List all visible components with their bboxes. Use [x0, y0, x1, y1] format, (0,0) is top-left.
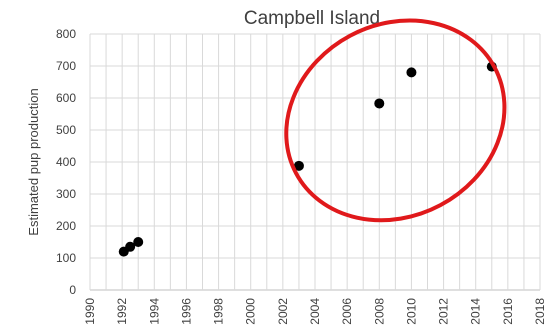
y-tick-label-0: 0 [69, 283, 76, 297]
tick-labels: 0 100 200 300 400 500 600 700 800 1990 1992 1994 199… [56, 27, 547, 325]
x-tick-label-2008: 2008 [372, 298, 386, 325]
y-tick-label-300: 300 [56, 187, 76, 201]
x-tick-label-2018: 2018 [533, 298, 547, 325]
data-point-1993-150 [133, 237, 144, 247]
x-tick-label-2002: 2002 [276, 298, 290, 325]
y-tick-label-200: 200 [56, 219, 76, 233]
x-tick-label-1996: 1996 [179, 298, 193, 325]
x-tick-label-2004: 2004 [308, 298, 322, 325]
y-tick-label-100: 100 [56, 251, 76, 265]
data-point-2010-680 [406, 67, 417, 78]
y-tick-label-600: 600 [56, 91, 76, 105]
data-point-1992.5-135 [125, 241, 136, 252]
x-tick-label-2016: 2016 [501, 298, 515, 325]
y-axis-label: Estimated pup production [26, 88, 41, 235]
x-tick-label-1990: 1990 [83, 298, 97, 325]
x-tick-label-1992: 1992 [115, 298, 129, 325]
data-point-2008-583 [374, 98, 385, 109]
x-tick-label-2014: 2014 [469, 298, 483, 325]
x-tick-label-2006: 2006 [340, 298, 354, 325]
data-series [118, 61, 497, 257]
x-tick-label-2010: 2010 [404, 298, 418, 325]
x-tick-label-2000: 2000 [244, 298, 258, 325]
y-tick-label-500: 500 [56, 123, 76, 137]
chart-title: Campbell Island [244, 8, 380, 29]
y-tick-label-800: 800 [56, 27, 76, 41]
annotations [284, 18, 507, 223]
y-tick-label-700: 700 [56, 59, 76, 73]
grid [89, 33, 541, 291]
x-tick-label-1998: 1998 [212, 298, 226, 325]
x-tick-label-2012: 2012 [437, 298, 451, 325]
y-tick-label-400: 400 [56, 155, 76, 169]
data-point-2003-388 [293, 160, 304, 171]
highlight-ellipse-0 [284, 18, 507, 223]
x-tick-label-1994: 1994 [147, 298, 161, 325]
